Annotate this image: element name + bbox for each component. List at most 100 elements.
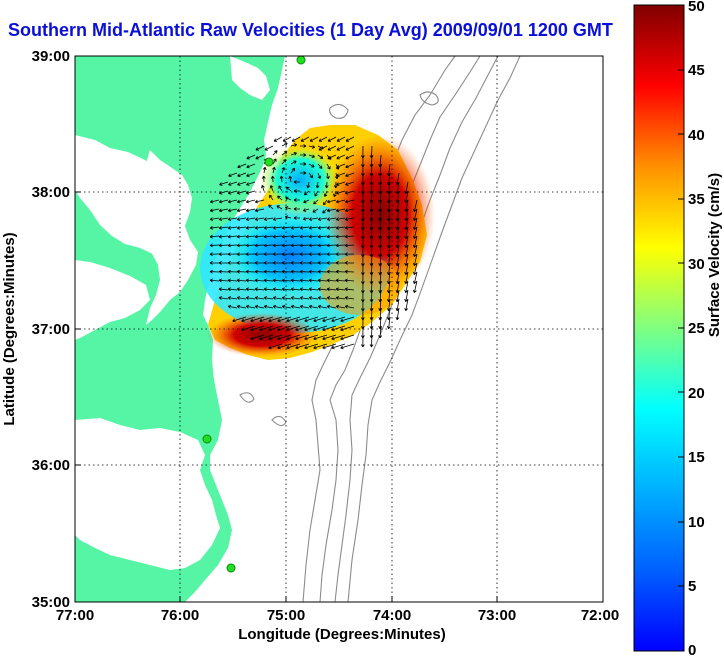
velocity-arrow [282,136,292,142]
velocity-arrow [317,163,323,169]
velocity-arrow [236,304,247,309]
velocity-arrow [404,181,409,195]
velocity-arrow [308,304,319,309]
velocity-arrow [236,226,247,230]
velocity-arrow [340,316,355,323]
velocity-arrow [313,316,328,323]
velocity-arrow [218,287,229,292]
velocity-arrow [326,234,337,239]
grid-lines [75,56,603,602]
velocity-arrow [378,325,383,339]
colorbar-tick-label: 10 [688,514,705,531]
velocity-arrow [285,196,292,201]
velocity-arrow [227,252,238,257]
velocity-arrow [404,235,409,249]
velocity-arrow [369,334,374,348]
velocity-arrow [236,208,247,213]
velocity-arrow [218,261,229,265]
velocity-arrow [326,304,337,309]
velocity-arrow [412,199,418,212]
velocity-arrow [209,278,220,283]
velocity-arrow [412,244,418,257]
velocity-arrow [344,208,355,213]
velocity-arrow [322,343,337,350]
velocity-arrow [345,163,355,169]
velocity-arrow [281,269,292,274]
velocity-arrow [290,296,301,300]
velocity-arrow [308,145,316,149]
velocity-arrow [281,234,292,239]
velocity-arrow [263,269,274,274]
velocity-arrow [245,243,256,248]
velocity-arrow [227,243,238,248]
velocity-arrow [344,261,355,265]
velocity-arrow [246,154,256,160]
velocity-arrow [236,243,247,248]
velocity-arrow [299,296,310,300]
velocity-arrow [246,163,256,169]
velocity-arrow [270,175,275,183]
x-tick-label: 74:00 [373,607,411,624]
velocity-arrow [317,172,322,179]
velocity-arrow [404,226,409,240]
delaware-bay [230,56,270,100]
velocity-arrow [404,253,409,267]
velocity-arrow [299,278,310,283]
velocity-arrow [344,199,355,204]
velocity-arrow [335,269,346,274]
velocity-arrow [254,226,265,230]
velocity-arrow [254,269,265,274]
velocity-arrow [327,136,337,142]
velocity-arrow [263,287,274,292]
velocity-arrow [268,204,274,210]
velocity-arrow [317,252,328,257]
velocity-arrow [308,278,319,283]
velocity-arrow [404,271,409,285]
colorbar-tick-label: 5 [688,578,696,595]
velocity-arrow [299,261,310,265]
velocity-arrow [272,261,283,265]
velocity-arrow [272,226,283,230]
velocity-arrow [209,252,220,257]
velocity-arrow [412,208,418,221]
colorbar-label: Surface Velocity (cm/s) [706,173,723,337]
velocity-arrow [227,287,238,292]
velocity-arrow [326,172,330,180]
colorbar-ticks [678,4,684,652]
velocity-arrow [263,278,274,283]
velocity-arrow [404,244,409,258]
velocity-arrow [336,172,346,178]
velocity-arrow [317,217,328,221]
velocity-arrow [254,304,265,309]
velocity-arrow [344,304,355,309]
velocity-arrow [335,304,346,309]
velocity-arrow [317,296,328,300]
velocity-arrow [308,296,319,300]
velocity-arrow [264,145,274,151]
velocity-arrow [254,261,265,265]
velocity-arrow [404,190,409,204]
velocity-arrow [344,243,355,248]
velocity-arrow [245,269,256,274]
velocity-arrow [300,153,307,157]
velocity-arrow [290,167,296,174]
velocity-arrow [295,343,310,350]
velocity-arrow [335,208,346,213]
velocity-arrow [263,252,274,257]
velocity-arrow [245,278,256,283]
velocity-arrow [299,234,310,239]
velocity-arrow [315,181,320,189]
eddy-region [260,145,340,215]
velocity-arrow [218,278,229,283]
velocity-arrow [336,163,346,169]
velocity-arrow [218,208,229,213]
velocity-arrow [245,261,256,265]
velocity-arrow [331,343,346,350]
velocity-arrow [281,226,292,230]
x-axis-label: Longitude (Degrees:Minutes) [238,626,446,643]
velocity-arrow [263,243,274,248]
velocity-arrow [302,216,310,221]
velocity-arrow [404,298,409,312]
velocity-arrow [272,166,276,174]
station-north [296,56,306,65]
